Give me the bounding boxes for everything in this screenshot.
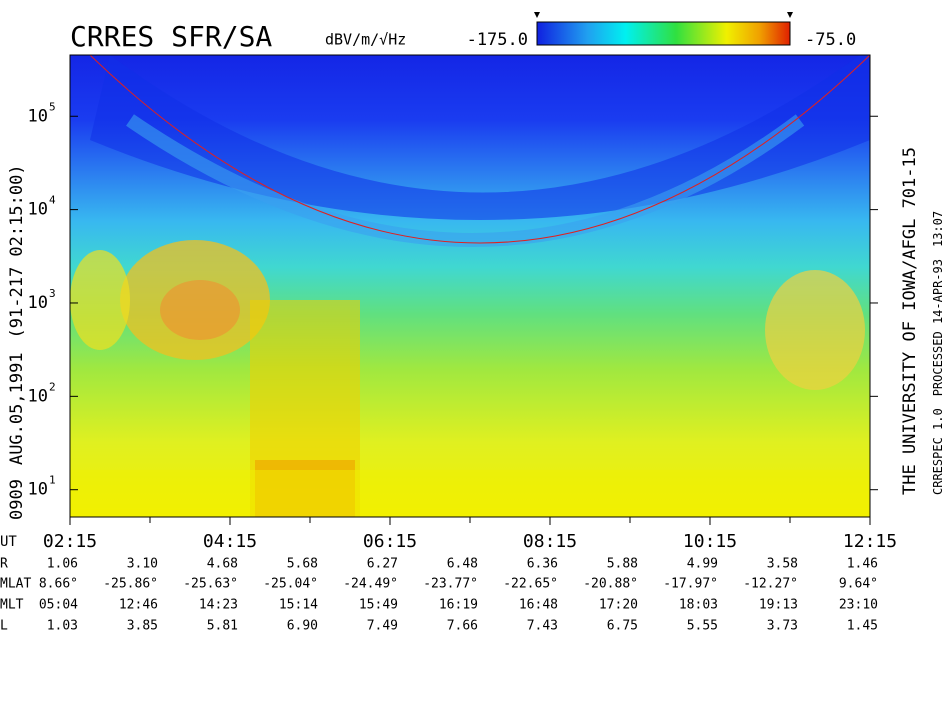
- x-tick-label: 02:15: [43, 531, 97, 552]
- ephemeris-row-label: L: [0, 619, 8, 634]
- x-axis-label: UT: [0, 534, 17, 550]
- ephemeris-value: 6.48: [447, 557, 478, 572]
- ephemeris-value: 5.68: [287, 557, 318, 572]
- ephemeris-value: 15:14: [279, 598, 318, 613]
- ephemeris-value: 1.06: [47, 557, 78, 572]
- ephemeris-value: -12.27°: [743, 577, 798, 592]
- ephemeris-value: 8.66°: [39, 577, 78, 592]
- ephemeris-value: 3.58: [767, 557, 798, 572]
- right-note: CRRESPEC 1.0 PROCESSED 14-APR-93 13:07: [931, 211, 945, 495]
- ephemeris-value: 5.81: [207, 619, 238, 634]
- chart-title: CRRES SFR/SA: [70, 20, 272, 53]
- y-tick-label: 10: [28, 480, 48, 500]
- y-tick-exponent: 4: [49, 194, 56, 207]
- ephemeris-value: 7.43: [527, 619, 558, 634]
- ephemeris-value: 1.46: [847, 557, 878, 572]
- y-tick-label: 10: [28, 293, 48, 313]
- ephemeris-value: 3.85: [127, 619, 158, 634]
- y-tick-label: 10: [28, 106, 48, 126]
- ephemeris-value: -25.86°: [103, 577, 158, 592]
- ephemeris-value: -24.49°: [343, 577, 398, 592]
- ephemeris-value: 6.27: [367, 557, 398, 572]
- ephemeris-value: 17:20: [599, 598, 638, 613]
- y-tick-exponent: 1: [49, 474, 56, 487]
- y-tick-label: 10: [28, 386, 48, 406]
- ephemeris-value: 6.75: [607, 619, 638, 634]
- ephemeris-value: 05:04: [39, 598, 78, 613]
- ephemeris-value: 4.99: [687, 557, 718, 572]
- colorbar-tick-label: -75.0: [805, 30, 856, 50]
- ephemeris-value: 14:23: [199, 598, 238, 613]
- ephemeris-value: 6.90: [287, 619, 318, 634]
- ephemeris-value: 9.64°: [839, 577, 878, 592]
- right-caption: THE UNIVERSITY OF IOWA/AFGL 701-15: [900, 147, 920, 495]
- y-tick-label: 10: [28, 200, 48, 220]
- ephemeris-value: 16:19: [439, 598, 478, 613]
- ephemeris-value: -22.65°: [503, 577, 558, 592]
- ephemeris-value: 5.55: [687, 619, 718, 634]
- colorbar-tick-label: -175.0: [467, 30, 528, 50]
- x-tick-label: 04:15: [203, 531, 257, 552]
- x-tick-label: 06:15: [363, 531, 417, 552]
- x-tick-label: 08:15: [523, 531, 577, 552]
- colorbar-tick: [787, 12, 793, 18]
- colorbar-tick: [534, 12, 540, 18]
- colorbar: [536, 21, 791, 46]
- ephemeris-value: -25.63°: [183, 577, 238, 592]
- ephemeris-value: 3.10: [127, 557, 158, 572]
- ephemeris-value: 4.68: [207, 557, 238, 572]
- ephemeris-value: 1.03: [47, 619, 78, 634]
- ephemeris-row-label: MLAT: [0, 577, 31, 592]
- y-tick-exponent: 2: [49, 380, 56, 393]
- right-note-part: 13:07: [931, 211, 945, 247]
- x-tick-label: 12:15: [843, 531, 897, 552]
- ephemeris-value: 5.88: [607, 557, 638, 572]
- ephemeris-value: 18:03: [679, 598, 718, 613]
- ephemeris-row-label: MLT: [0, 598, 24, 613]
- ephemeris-value: 23:10: [839, 598, 878, 613]
- left-caption-part: AUG.05,1991: [7, 352, 27, 465]
- y-tick-exponent: 3: [49, 287, 56, 300]
- ephemeris-value: -20.88°: [583, 577, 638, 592]
- ephemeris-value: 7.49: [367, 619, 398, 634]
- ephemeris-value: 7.66: [447, 619, 478, 634]
- ephemeris-value: -23.77°: [423, 577, 478, 592]
- ephemeris-value: -17.97°: [663, 577, 718, 592]
- y-tick-exponent: 5: [49, 100, 56, 113]
- ephemeris-value: 3.73: [767, 619, 798, 634]
- ephemeris-value: 12:46: [119, 598, 158, 613]
- ephemeris-value: 19:13: [759, 598, 798, 613]
- spectrogram: [70, 55, 870, 517]
- ephemeris-value: 1.45: [847, 619, 878, 634]
- left-caption-part: (91-217 02:15:00): [7, 164, 27, 338]
- left-caption-part: 0909: [7, 479, 27, 520]
- colorbar-unit: dBV/m/√Hz: [325, 31, 406, 49]
- ephemeris-value: 15:49: [359, 598, 398, 613]
- left-caption: 0909 AUG.05,1991 (91-217 02:15:00): [7, 164, 27, 520]
- ephemeris-value: -25.04°: [263, 577, 318, 592]
- ephemeris-value: 16:48: [519, 598, 558, 613]
- x-tick-label: 10:15: [683, 531, 737, 552]
- right-note-part: PROCESSED 14-APR-93: [931, 259, 945, 396]
- right-note-part: CRRESPEC 1.0: [931, 408, 945, 495]
- ephemeris-value: 6.36: [527, 557, 558, 572]
- ephemeris-row-label: R: [0, 557, 8, 572]
